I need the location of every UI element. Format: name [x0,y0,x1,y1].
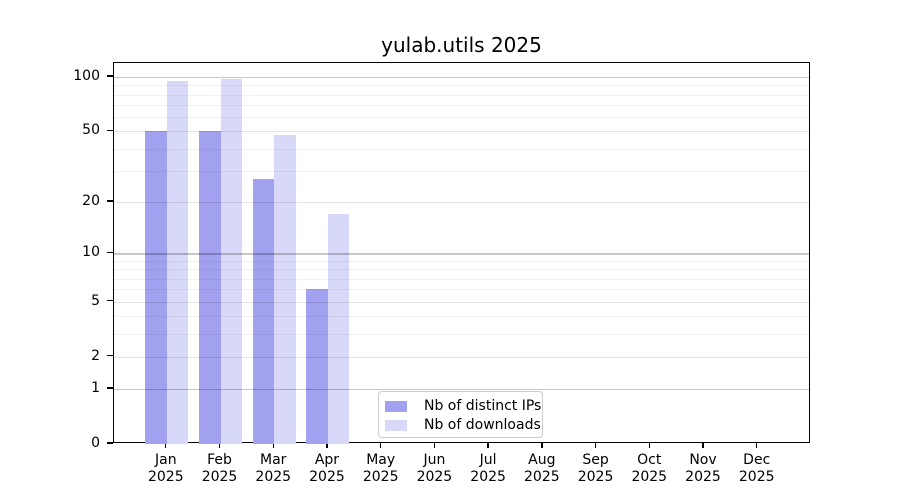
gridline-8 [114,269,809,271]
gridline-30 [114,170,809,172]
bar-distinct-ips-apr [306,289,328,444]
x-tick-label-jul: Jul 2025 [470,452,506,485]
x-tick-label-sep: Sep 2025 [577,452,614,485]
gridline-100 [114,77,809,79]
gridline-5 [114,301,809,303]
gridline-1 [114,388,809,391]
gridline-40 [114,148,809,150]
x-tick-label-nov: Nov 2025 [685,452,721,485]
bar-downloads-feb [220,79,243,444]
x-tick-label-jun: Jun 2025 [416,452,453,485]
y-tick-label-1: 1 [91,379,100,396]
y-tick-label-10: 10 [82,244,100,261]
gridline-3 [114,333,809,335]
x-tick-label-mar: Mar 2025 [255,452,292,485]
x-tick-label-feb: Feb 2025 [201,452,238,485]
x-tick-oct [648,443,650,448]
x-tick-label-oct: Oct 2025 [631,452,668,485]
bar-distinct-ips-mar [252,179,275,444]
x-tick-label-jan: Jan 2025 [147,452,184,485]
x-tick-aug [541,443,543,448]
gridline-2 [114,356,809,358]
y-tick-label-50: 50 [82,122,100,139]
x-tick-jul [487,443,489,448]
gridline-4 [114,316,809,317]
legend-item-downloads: Nb of downloads [379,416,542,435]
bar-distinct-ips-jan [145,131,167,444]
x-tick-label-apr: Apr 2025 [309,452,345,485]
bar-distinct-ips-feb [199,131,221,444]
gridline-50 [114,131,809,133]
gridline-20 [114,201,809,203]
x-tick-sep [594,443,597,448]
plot-area [113,62,810,444]
bar-downloads-jan [166,81,189,444]
gridline-7 [114,278,809,280]
x-tick-may [379,443,382,448]
gridline-80 [114,94,809,96]
legend-swatch-distinct-ips [385,401,407,412]
x-tick-dec [756,443,758,448]
gridline-70 [114,105,809,107]
x-tick-label-dec: Dec 2025 [738,452,775,485]
y-tick-label-20: 20 [82,192,100,209]
x-tick-nov [702,443,704,448]
bar-downloads-apr [327,214,350,444]
legend-item-distinct-ips: Nb of distinct IPs [379,397,542,416]
legend-label-distinct-ips: Nb of distinct IPs [424,398,542,414]
bar-downloads-mar [274,134,296,444]
gridline-60 [114,117,809,119]
x-tick-label-aug: Aug 2025 [524,452,560,485]
gridline-9 [114,260,809,262]
y-tick-label-100: 100 [73,68,100,84]
x-tick-jun [433,443,436,448]
gridline-10 [114,253,809,255]
legend-swatch-downloads [385,420,407,431]
chart-title: yulab.utils 2025 [381,33,542,57]
legend-label-downloads: Nb of downloads [424,417,541,433]
gridline-90 [114,85,809,87]
y-tick-label-2: 2 [91,347,100,364]
gridline-6 [114,289,809,291]
y-tick-label-5: 5 [91,292,100,309]
legend: Nb of distinct IPs Nb of downloads [378,391,543,438]
x-tick-label-may: May 2025 [362,452,399,485]
y-tick-label-0: 0 [91,435,100,451]
